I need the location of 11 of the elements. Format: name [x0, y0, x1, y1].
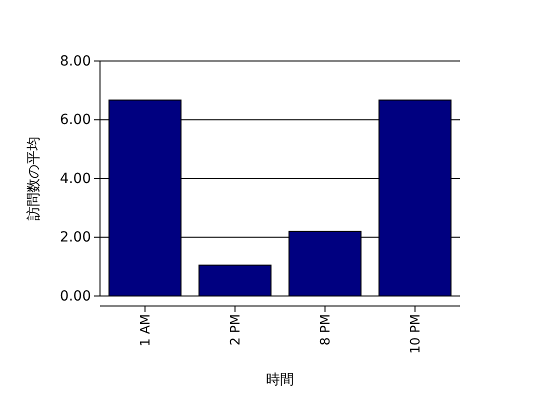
y-tick-label: 8.00 [60, 53, 91, 70]
y-tick-label: 0.00 [60, 288, 91, 304]
y-tick-label: 4.00 [60, 170, 91, 187]
y-tick-label: 6.00 [60, 112, 91, 128]
y-axis-title: 訪問数の平均 [26, 136, 42, 220]
x-tick-label: 8 PM [318, 314, 334, 346]
x-axis-title: 時間 [266, 372, 294, 388]
y-tick-label: 2.00 [60, 230, 91, 246]
x-tick-label: 1 AM [138, 314, 154, 347]
x-tick-label: 10 PM [408, 314, 424, 354]
x-tick-label: 2 PM [228, 314, 244, 346]
